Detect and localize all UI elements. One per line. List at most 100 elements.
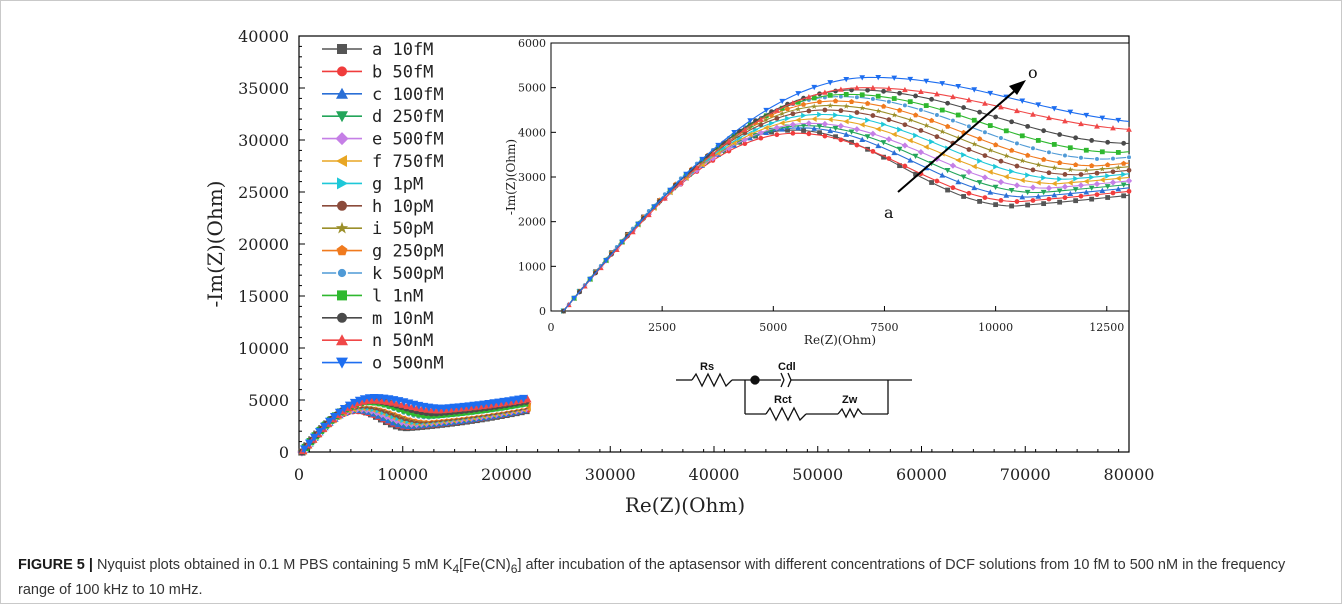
- inset-point-o-500nM: [779, 98, 786, 105]
- inset-point-a-10fM: [801, 128, 806, 133]
- inset-point-d-250fM: [976, 180, 983, 186]
- main-y-tick-label: 15000: [238, 287, 289, 306]
- inset-point-i-50pM: [987, 147, 994, 153]
- inset-point-a-10fM: [1121, 193, 1127, 199]
- main-y-axis-label: -Im(Z)(Ohm): [203, 181, 227, 308]
- inset-point-g-1pM: [865, 117, 871, 124]
- main-x-tick-label: 70000: [1000, 465, 1051, 484]
- inset-point-n-50nM: [773, 107, 780, 113]
- inset-point-a-10fM: [1089, 196, 1095, 202]
- inset-point-i-50pM: [747, 124, 754, 131]
- inset-point-o-500nM: [923, 78, 930, 85]
- legend-label-f-750fM: f 750fM: [372, 152, 444, 172]
- inset-point-n-50nM: [1094, 123, 1100, 129]
- inset-point-k-500pM: [1030, 145, 1036, 152]
- inset-point-g-1pM: [993, 163, 999, 170]
- inset-point-d-250fM: [992, 184, 999, 190]
- caption-text-post: ] after incubation of the aptasensor wit…: [18, 557, 1286, 598]
- main-point-n-50nM: [388, 397, 398, 406]
- caption-text-pre: Nyquist plots obtained in 0.1 M PBS cont…: [97, 557, 453, 573]
- inset-point-o-500nM: [891, 75, 898, 81]
- inset-point-b-50fM: [934, 178, 940, 184]
- inset-point-f-750fM: [827, 116, 833, 123]
- inset-point-m-10nM: [1089, 138, 1095, 143]
- legend-marker-c-100fM: [336, 87, 348, 99]
- inset-point-n-50nM: [725, 138, 732, 144]
- main-y-tick-label: 30000: [238, 131, 289, 150]
- inset-point-a-10fM: [817, 130, 822, 136]
- inset-point-i-50pM: [779, 110, 786, 117]
- circuit-zw-label: Zw: [842, 394, 858, 406]
- inset-point-g-1pM: [961, 151, 967, 158]
- inset-point-h-10pM: [870, 113, 876, 118]
- legend-label-d-250fM: d 250fM: [372, 107, 444, 127]
- legend-label-i-50pM: i 50pM: [372, 219, 433, 239]
- inset-point-g-1pM: [801, 112, 807, 119]
- legend-label-g-1pM: g 1pM: [372, 174, 423, 194]
- inset-point-o-500nM: [619, 239, 626, 246]
- inset-point-i-50pM: [859, 104, 866, 111]
- main-point-o-500nM: [334, 408, 344, 417]
- inset-point-h-10pM: [854, 110, 860, 115]
- inset-point-g-250pM: [1105, 162, 1111, 168]
- inset-point-e-500fM: [885, 136, 893, 143]
- inset-point-d-250fM: [848, 129, 855, 135]
- inset-point-o-500nM: [571, 295, 577, 302]
- inset-point-f-750fM: [795, 117, 801, 123]
- inset-point-h-10pM: [918, 128, 924, 133]
- inset-point-a-10fM: [897, 163, 902, 169]
- inset-point-i-50pM: [1035, 161, 1042, 168]
- inset-axis-ticks: 0 2500 5000 7500 10000 12500 0 1000 2000 3000 4000…: [518, 37, 1124, 334]
- inset-x-axis-label: Re(Z)(Ohm): [804, 333, 876, 347]
- inset-point-c-100fM: [891, 149, 898, 156]
- inset-point-n-50nM: [1078, 120, 1084, 127]
- inset-point-n-50nM: [1062, 118, 1068, 124]
- inset-point-o-500nM: [1035, 102, 1042, 108]
- inset-point-c-100fM: [1115, 186, 1122, 192]
- inset-point-h-10pM: [886, 117, 892, 123]
- inset-point-f-750fM: [1051, 180, 1057, 187]
- legend-label-n-50nM: n 50nM: [372, 331, 433, 351]
- inset-point-i-50pM: [971, 141, 978, 147]
- legend-label-k-500pM: k 500pM: [372, 264, 444, 284]
- inset-point-k-500pM: [1062, 152, 1068, 159]
- inset-point-e-500fM: [1125, 177, 1133, 185]
- inset-point-m-10nM: [1041, 128, 1047, 134]
- inset-point-k-500pM: [854, 94, 860, 101]
- inset-y-tick-label: 2000: [518, 216, 546, 229]
- legend-label-a-10fM: a 10fM: [372, 40, 433, 60]
- inset-point-g-250pM: [1121, 160, 1127, 166]
- inset-point-b-50fM: [886, 156, 892, 161]
- inset-point-b-50fM: [806, 131, 812, 137]
- main-point-o-500nM: [344, 401, 354, 410]
- legend-marker-g-1pM: [337, 177, 348, 190]
- inset-point-b-50fM: [1078, 193, 1084, 199]
- main-x-tick-label: 0: [294, 465, 304, 484]
- main-x-tick-label: 10000: [377, 465, 428, 484]
- inset-point-f-750fM: [1019, 177, 1025, 184]
- inset-point-o-500nM: [971, 87, 978, 93]
- inset-point-b-50fM: [790, 130, 796, 136]
- main-point-n-50nM: [383, 396, 393, 405]
- inset-point-d-250fM: [1040, 189, 1047, 196]
- main-y-tick-label: 20000: [238, 235, 289, 254]
- inset-point-o-500nM: [731, 129, 738, 136]
- inset-point-g-1pM: [1105, 172, 1111, 179]
- inset-point-b-50fM: [870, 148, 876, 154]
- inset-point-g-1pM: [785, 115, 791, 122]
- inset-point-i-50pM: [1019, 157, 1026, 164]
- inset-point-e-500fM: [917, 149, 925, 156]
- legend-marker-k-500pM: [336, 267, 348, 279]
- inset-point-g-1pM: [849, 114, 855, 120]
- inset-point-b-50fM: [998, 198, 1004, 203]
- inset-point-h-10pM: [790, 111, 796, 117]
- legend-label-l-1nM: l 1nM: [372, 286, 423, 306]
- inset-point-i-50pM: [923, 122, 930, 129]
- inset-point-l-1nM: [747, 122, 753, 128]
- main-y-tick-label: 35000: [238, 79, 289, 98]
- inset-point-o-500nM: [859, 75, 866, 81]
- inset-point-f-750fM: [1035, 179, 1041, 186]
- inset-point-o-500nM: [747, 118, 754, 124]
- inset-point-a-10fM: [833, 134, 838, 140]
- inset-point-g-250pM: [1073, 162, 1079, 168]
